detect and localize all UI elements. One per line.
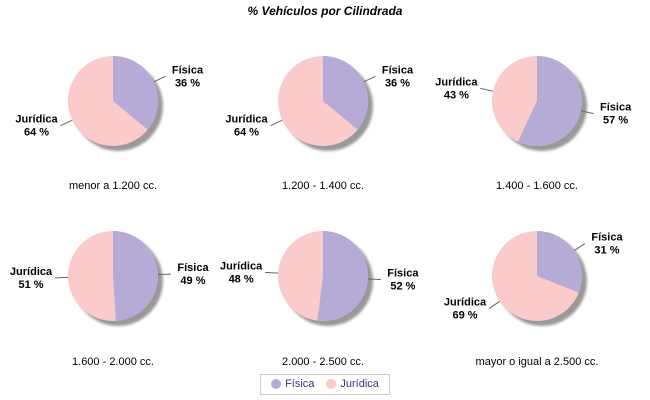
legend-item-fisica: Física — [271, 378, 314, 390]
category-label: 2.000 - 2.500 cc. — [282, 356, 364, 368]
leader-line-juridica — [488, 300, 501, 310]
slice-label-juridica: Jurídica 48 % — [220, 260, 263, 285]
leader-line-juridica — [270, 119, 283, 127]
chart-title: % Vehículos por Cilindrada — [247, 4, 403, 18]
legend-label-juridica: Jurídica — [340, 378, 379, 390]
leader-line-juridica — [265, 271, 279, 274]
category-label: mayor o igual a 2.500 cc. — [476, 356, 599, 368]
leader-line-fisica — [573, 242, 586, 252]
legend-swatch-juridica-icon — [326, 379, 337, 389]
pie-slice-fisica — [113, 56, 158, 130]
chart-legend: Física Jurídica — [260, 374, 390, 395]
leader-line-juridica — [480, 87, 494, 92]
legend-swatch-fisica-icon — [271, 379, 282, 389]
slice-label-fisica: Física 36 % — [382, 64, 414, 89]
slice-label-juridica: Jurídica 51 % — [10, 266, 53, 291]
pie-chart-6: Física 31 % Jurídica 69 % mayor o igual a 2.… — [444, 231, 623, 368]
legend-label-fisica: Física — [285, 378, 315, 390]
pie-chart-4: Física 49 % Jurídica 51 % 1.600 - 2.000 cc. — [10, 231, 209, 368]
leader-line-fisica — [367, 278, 381, 281]
slice-label-fisica: Física 31 % — [591, 231, 623, 256]
pie-slice-fisica — [537, 231, 583, 293]
legend-item-juridica: Jurídica — [326, 378, 379, 390]
pie-chart-1: Física 36 % Jurídica 64 % menor a 1.200 cc. — [15, 56, 204, 192]
pie-chart-3: Física 57 % Jurídica 43 % 1.400 - 1.600 cc. — [435, 56, 632, 192]
pie-slice-fisica — [317, 231, 368, 321]
pie-slice-fisica — [113, 231, 158, 321]
pie-chart-2: Física 36 % Jurídica 64 % 1.200 - 1.400 cc. — [225, 56, 414, 192]
pie-slice-fisica — [323, 56, 368, 130]
leader-line-fisica — [363, 75, 376, 83]
category-label: menor a 1.200 cc. — [69, 180, 157, 192]
leader-line-fisica — [580, 110, 594, 115]
slice-label-fisica: Física 52 % — [387, 268, 419, 293]
pie-slice-fisica — [517, 56, 582, 146]
category-label: 1.200 - 1.400 cc. — [282, 180, 364, 192]
slice-label-juridica: Jurídica 64 % — [225, 114, 268, 139]
slice-label-fisica: Física 57 % — [600, 102, 632, 127]
pie-chart-5: Física 52 % Jurídica 48 % 2.000 - 2.500 cc. — [220, 231, 419, 368]
slice-label-juridica: Jurídica 69 % — [444, 297, 487, 322]
leader-line-juridica — [60, 119, 73, 127]
slice-label-juridica: Jurídica 43 % — [435, 76, 478, 101]
category-label: 1.600 - 2.000 cc. — [72, 356, 154, 368]
category-label: 1.400 - 1.600 cc. — [496, 180, 578, 192]
slice-label-fisica: Física 36 % — [172, 64, 204, 89]
leader-line-fisica — [153, 75, 166, 83]
slice-label-juridica: Jurídica 64 % — [15, 114, 58, 139]
slice-label-fisica: Física 49 % — [177, 262, 209, 287]
